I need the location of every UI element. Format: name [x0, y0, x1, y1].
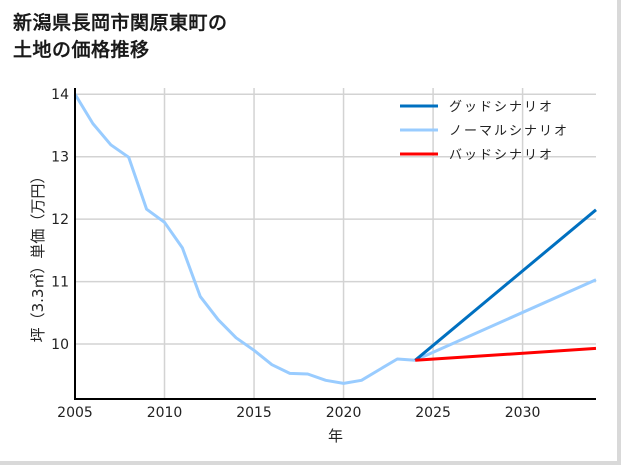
- y-tick-label: 13: [51, 150, 69, 166]
- y-tick-label: 12: [51, 212, 69, 228]
- x-tick-label: 2030: [505, 405, 541, 421]
- legend-label: バッドシナリオ: [449, 148, 554, 163]
- chart-title: 新潟県長岡市関原東町の 土地の価格推移: [13, 12, 228, 61]
- series-line: [414, 278, 597, 362]
- y-tick-label: 10: [51, 337, 69, 353]
- legend-label: ノーマルシナリオ: [449, 124, 569, 139]
- y-tick-label: 14: [51, 87, 69, 103]
- x-tick-label: 2010: [147, 405, 183, 421]
- series-line: [414, 208, 597, 362]
- y-tick-label: 11: [51, 275, 69, 291]
- series-line: [415, 346, 597, 362]
- x-tick-label: 2020: [326, 405, 362, 421]
- x-tick-label: 2015: [236, 405, 272, 421]
- data-series: [73, 93, 597, 385]
- axes: [74, 88, 596, 400]
- x-tick-label: 2025: [415, 405, 451, 421]
- tick-labels: 2005 2010 2015 2020 2025 2030 10 11 12 13 14: [51, 87, 540, 421]
- x-axis-label: 年: [328, 427, 343, 445]
- legend-label: グッドシナリオ: [449, 100, 554, 115]
- y-axis-label: 坪（3.3㎡）単価（万円）: [29, 169, 47, 343]
- series-line: [73, 93, 416, 385]
- x-tick-label: 2005: [57, 405, 93, 421]
- grid-lines: [74, 88, 596, 399]
